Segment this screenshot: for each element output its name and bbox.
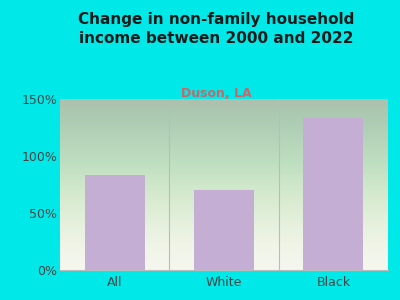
Text: Change in non-family household
income between 2000 and 2022: Change in non-family household income be…: [78, 12, 354, 46]
Bar: [194, 190, 254, 270]
Text: Duson, LA: Duson, LA: [181, 87, 251, 100]
Bar: [85, 176, 145, 270]
Bar: [303, 118, 364, 270]
